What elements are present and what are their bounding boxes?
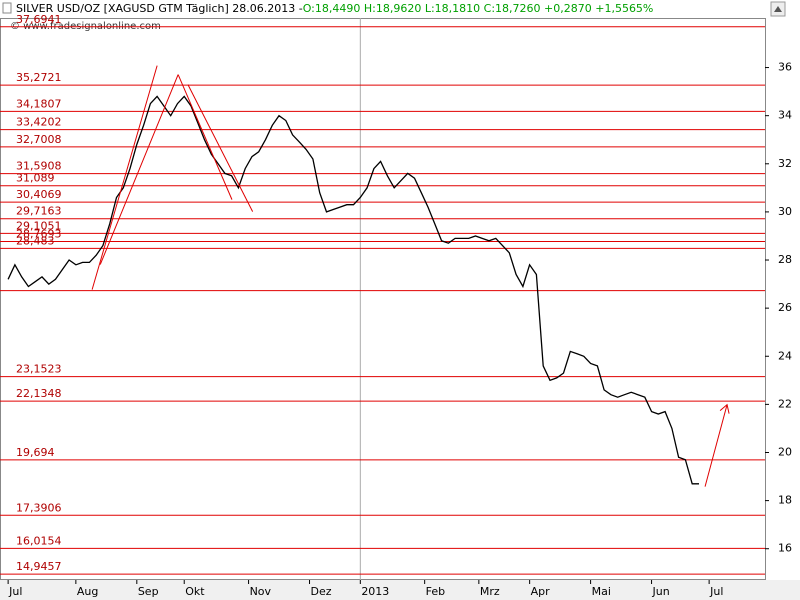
x-tick-label: 2013 (361, 585, 389, 598)
level-label: 19,694 (16, 446, 55, 459)
level-label: 34,1807 (16, 97, 62, 110)
icon (2, 2, 12, 14)
trend-line (177, 74, 233, 200)
x-tick-label: Jul (709, 585, 723, 598)
trend-line (704, 404, 728, 487)
x-axis-strip (0, 580, 800, 600)
level-label: 35,2721 (16, 71, 62, 84)
level-label: 28,483 (16, 234, 55, 247)
y-tick-label: 30 (778, 205, 792, 218)
level-label: 14,9457 (16, 560, 62, 573)
arrow-head (719, 403, 730, 414)
chart-quote: O:18,4490 H:18,9620 L:18,1810 C:18,7260 … (303, 2, 654, 15)
level-label: 28,7693 (16, 228, 62, 241)
y-tick-label: 28 (778, 253, 792, 266)
level-label: 37,6941 (16, 13, 62, 26)
scroll-arrow (774, 6, 782, 12)
price-line (7, 95, 699, 485)
y-tick-label: 24 (778, 349, 792, 362)
level-label: 31,5908 (16, 160, 62, 173)
y-tick-label: 34 (778, 109, 792, 122)
plot-frame (0, 18, 766, 580)
x-tick-label: Nov (250, 585, 272, 598)
level-label: 31,089 (16, 172, 55, 185)
level-label: 23,1523 (16, 363, 62, 376)
level-label: 29,1051 (16, 219, 62, 232)
y-tick-label: 26 (778, 301, 792, 314)
level-label: 33,4202 (16, 116, 62, 129)
x-tick-label: Sep (138, 585, 159, 598)
trend-line (91, 65, 158, 290)
x-tick-label: Okt (185, 585, 205, 598)
x-tick-label: Mrz (480, 585, 500, 598)
x-tick-label: Apr (531, 585, 551, 598)
x-tick-label: Jul (8, 585, 22, 598)
x-tick-label: Aug (77, 585, 98, 598)
level-label: 29,7163 (16, 205, 62, 218)
x-tick-label: Jun (652, 585, 670, 598)
level-label: 32,7008 (16, 133, 62, 146)
y-tick-label: 32 (778, 157, 792, 170)
level-label: 17,3906 (16, 501, 62, 514)
y-tick-label: 18 (778, 494, 792, 507)
x-tick-label: Feb (426, 585, 445, 598)
level-label: 16,0154 (16, 534, 62, 547)
level-label: 30,4069 (16, 188, 62, 201)
chart-title: SILVER USD/OZ [XAGUSD GTM Täglich] 28.06… (16, 2, 303, 15)
level-label: 22,1348 (16, 387, 62, 400)
y-tick-label: 22 (778, 397, 792, 410)
trend-line (99, 74, 179, 265)
x-tick-label: Mai (592, 585, 611, 598)
y-tick-label: 36 (778, 61, 792, 74)
y-tick-label: 16 (778, 542, 792, 555)
trend-line (187, 84, 254, 212)
y-tick-label: 20 (778, 445, 792, 458)
x-tick-label: Dez (311, 585, 332, 598)
